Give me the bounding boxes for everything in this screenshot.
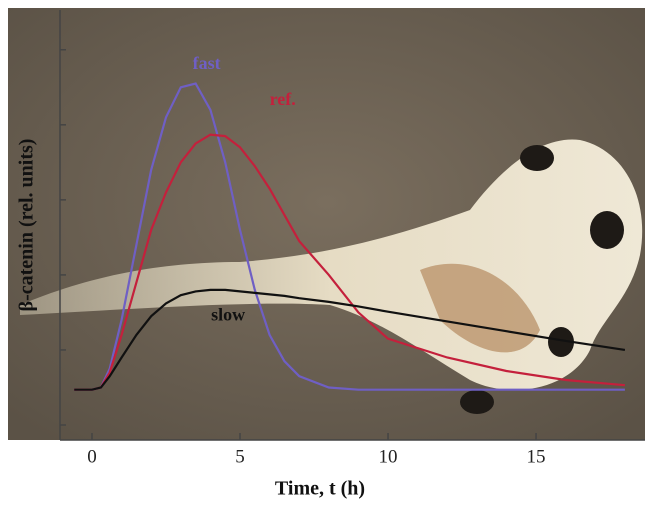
series-line xyxy=(74,82,625,391)
x-axis-label: Time, t (h) xyxy=(275,478,365,500)
tadpole-eye xyxy=(548,327,574,357)
x-tick-label: 15 xyxy=(527,446,546,467)
series-line xyxy=(74,288,626,391)
y-axis-label: β-catenin (rel. units) xyxy=(16,139,38,312)
x-tick-label: 10 xyxy=(379,446,398,467)
tadpole-gut xyxy=(420,263,540,353)
series-label: fast xyxy=(193,53,221,73)
tadpole-eye xyxy=(460,390,494,414)
tadpole-eye xyxy=(520,145,554,171)
tadpole-eye xyxy=(590,211,624,249)
series-label: ref. xyxy=(270,89,296,109)
x-tick-label: 5 xyxy=(235,446,245,467)
x-tick-label: 0 xyxy=(87,446,97,467)
series-line xyxy=(74,133,625,391)
series-label: slow xyxy=(211,304,245,324)
